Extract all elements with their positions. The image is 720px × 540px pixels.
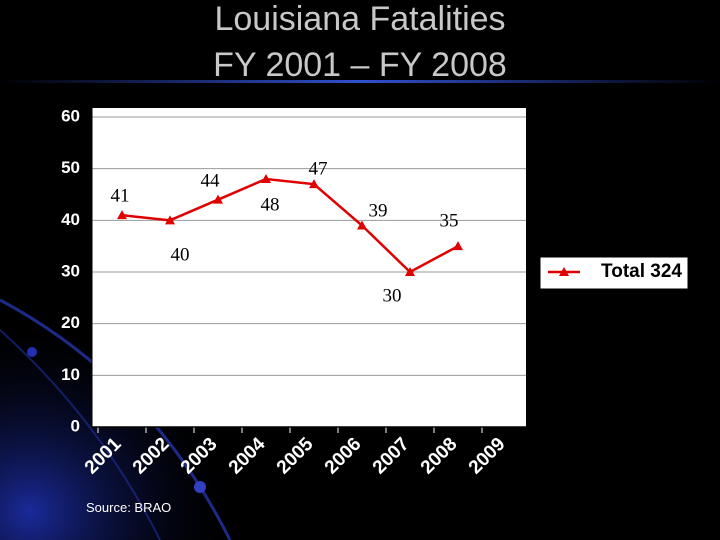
y-tick-label: 0: [71, 416, 80, 435]
y-tick-label: 20: [61, 313, 80, 332]
data-label: 44: [201, 170, 221, 191]
decoration: [194, 481, 206, 493]
marker: [117, 210, 127, 220]
data-label: 41: [111, 185, 130, 206]
decoration: [27, 347, 37, 357]
source: Source: BRAO: [86, 500, 171, 515]
marker: [261, 174, 271, 183]
marker: [405, 267, 415, 276]
title: Louisiana Fatalities: [214, 0, 505, 38]
line: [121, 177, 459, 274]
data-label: 30: [383, 285, 402, 306]
y-tick-label: 40: [61, 210, 80, 229]
data-label: 47: [309, 158, 328, 179]
legend-label: Total 324: [601, 261, 682, 282]
data-label: 39: [369, 200, 388, 221]
marker: [453, 241, 463, 251]
marker: [357, 220, 367, 230]
y-tick-label: 30: [61, 261, 80, 280]
y-tick-label: 60: [61, 106, 80, 125]
marker: [165, 215, 175, 225]
legend-marker: [559, 267, 569, 276]
title-rule: [0, 80, 720, 83]
data-label: 40: [171, 244, 190, 265]
data-label: 48: [261, 194, 280, 215]
marker: [213, 194, 223, 204]
marker: [309, 179, 319, 189]
decoration: [0, 329, 161, 540]
plot-area: [92, 108, 526, 427]
y-tick-label: 10: [61, 365, 80, 384]
y-tick-label: 50: [61, 158, 80, 177]
legend-box: [539, 256, 689, 290]
data-label: 35: [440, 210, 459, 231]
subtitle: FY 2001 – FY 2008: [213, 46, 507, 84]
